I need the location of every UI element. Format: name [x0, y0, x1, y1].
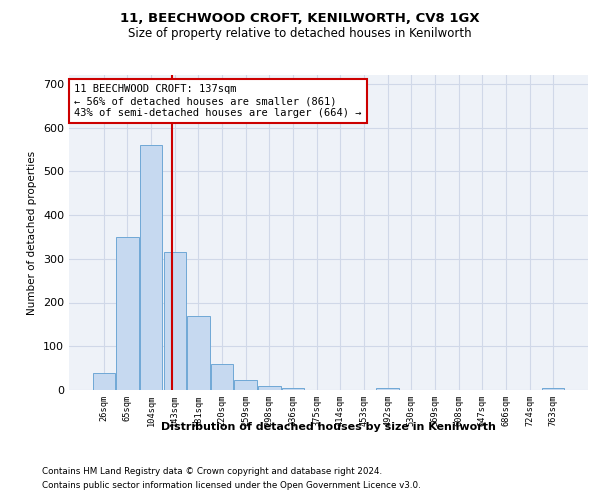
Bar	[258, 386, 281, 390]
Bar	[376, 388, 399, 390]
Text: Distribution of detached houses by size in Kenilworth: Distribution of detached houses by size …	[161, 422, 496, 432]
Text: 11, BEECHWOOD CROFT, KENILWORTH, CV8 1GX: 11, BEECHWOOD CROFT, KENILWORTH, CV8 1GX	[120, 12, 480, 26]
Bar	[542, 388, 565, 390]
Text: Contains public sector information licensed under the Open Government Licence v3: Contains public sector information licen…	[42, 481, 421, 490]
Text: Contains HM Land Registry data © Crown copyright and database right 2024.: Contains HM Land Registry data © Crown c…	[42, 468, 382, 476]
Bar	[235, 380, 257, 390]
Bar	[164, 252, 186, 390]
Y-axis label: Number of detached properties: Number of detached properties	[28, 150, 37, 314]
Bar	[187, 316, 209, 390]
Text: 11 BEECHWOOD CROFT: 137sqm
← 56% of detached houses are smaller (861)
43% of sem: 11 BEECHWOOD CROFT: 137sqm ← 56% of deta…	[74, 84, 362, 117]
Bar	[116, 237, 139, 390]
Bar	[92, 372, 115, 390]
Bar	[211, 364, 233, 390]
Bar	[282, 388, 304, 390]
Bar	[140, 145, 163, 390]
Text: Size of property relative to detached houses in Kenilworth: Size of property relative to detached ho…	[128, 28, 472, 40]
